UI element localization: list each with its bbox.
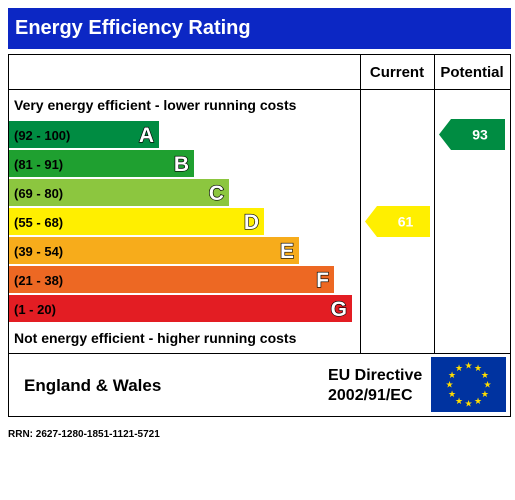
eu-star-icon: ★ [455,364,463,374]
chart-frame [8,54,511,417]
band-range-a: (92 - 100) [14,128,70,143]
band-bar-d [9,208,264,235]
footer-region: England & Wales [24,376,161,395]
potential-rating-arrow [439,119,505,150]
band-range-d: (55 - 68) [14,215,63,230]
band-letter-e: E [280,240,294,263]
chart-title: Energy Efficiency Rating [8,8,511,49]
eu-flag-icon: ★ ★★★★★★★★★★★ [431,357,506,412]
band-b: (81 - 91) B [9,150,194,177]
band-letter-a: A [139,124,154,147]
eu-star-icon: ★ [474,364,482,374]
band-bar-c [9,179,229,206]
band-range-c: (69 - 80) [14,186,63,201]
band-letter-f: F [316,269,329,292]
current-rating-arrow [365,206,430,237]
eu-star-icon: ★ [483,381,491,391]
eu-star-icon: ★ [448,390,456,400]
eu-star-icon: ★ [464,400,472,410]
band-letter-g: G [331,298,347,321]
band-c: (69 - 80) C [9,179,229,206]
current-column-header: Current [370,64,424,81]
band-range-f: (21 - 38) [14,273,63,288]
band-letter-d: D [244,211,259,234]
eu-star-icon: ★ [481,371,489,381]
band-range-g: (1 - 20) [14,302,56,317]
footer-directive-line1: EU Directive [328,367,422,384]
eu-star-icon: ★ [448,371,456,381]
eu-star-icon: ★ [455,397,463,407]
rrn-reference: RRN: 2627-1280-1851-1121-5721 [8,429,160,440]
band-bar-e [9,237,299,264]
band-bar-f [9,266,334,293]
band-bar-a [9,121,159,148]
eu-star-icon: ★ [474,397,482,407]
band-range-e: (39 - 54) [14,244,63,259]
footer-directive-line2: 2002/91/EC [328,387,413,404]
band-d: (55 - 68) D [9,208,264,235]
band-bar-b [9,150,194,177]
current-rating-value: 61 [398,214,414,230]
score-arrows: 61 93 [365,119,505,237]
band-bar-g [9,295,352,322]
potential-rating-value: 93 [472,127,488,143]
eu-star-icon: ★ [464,362,472,372]
band-g: (1 - 20) G [9,295,352,322]
band-letter-c: C [209,182,224,205]
band-e: (39 - 54) E [9,237,299,264]
rating-bands: (92 - 100) A (81 - 91) B (69 - 80) C (55 - 68)… [9,121,352,322]
bottom-note: Not energy efficient - higher running co… [14,330,297,346]
band-a: (92 - 100) A [9,121,159,148]
band-range-b: (81 - 91) [14,157,63,172]
eu-star-icon: ★ [445,381,453,391]
band-letter-b: B [174,153,189,176]
potential-column-header: Potential [440,64,503,81]
eu-star-icon: ★ [481,390,489,400]
band-f: (21 - 38) F [9,266,334,293]
top-note: Very energy efficient - lower running co… [14,97,297,113]
